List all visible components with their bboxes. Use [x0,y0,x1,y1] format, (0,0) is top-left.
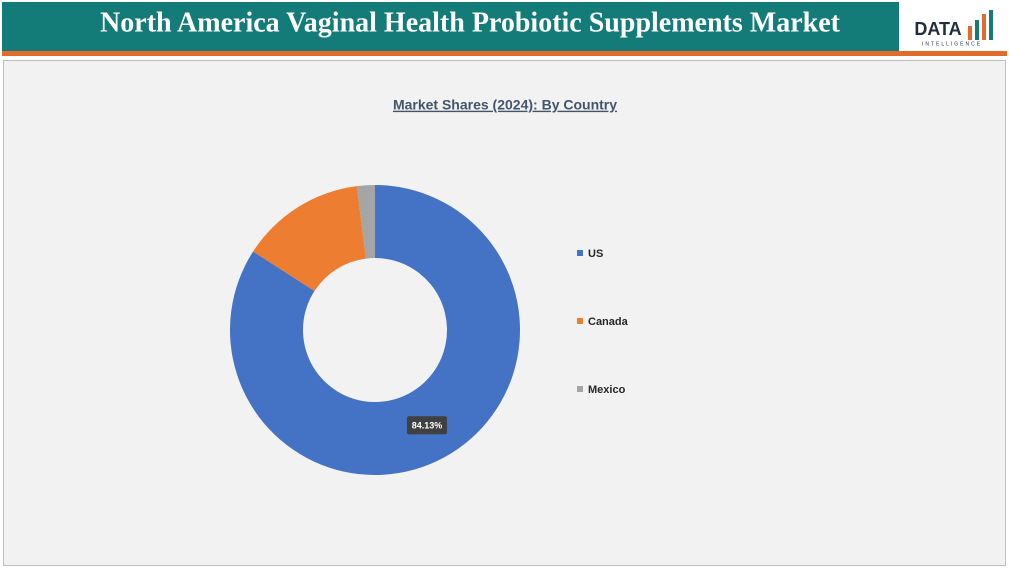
donut-slice [253,186,366,292]
logo-bar [975,20,979,40]
legend-swatch [577,318,583,324]
legend-swatch [577,386,583,392]
logo-bar [968,26,972,40]
logo-subtext: INTELLIGENCE [922,41,982,47]
logo-bar [982,14,986,40]
legend-swatch [577,250,583,256]
chart-area [3,60,1006,566]
page-title: North America Vaginal Health Probiotic S… [100,7,841,38]
header-rule [2,51,1007,56]
legend-label: Mexico [588,384,626,396]
legend-label: US [588,248,603,260]
data-label: 84.13% [412,421,443,431]
chart-title: Market Shares (2024): By Country [393,97,617,113]
logo-text: DATA [914,19,961,39]
header-bar [2,2,899,51]
donut-slice [356,185,375,259]
plot: 84.13% US Canada Mexico [229,185,629,475]
data-label-box [406,416,447,435]
logo-bar [989,10,993,40]
legend-label: Canada [588,316,629,328]
donut-slice [229,185,520,475]
